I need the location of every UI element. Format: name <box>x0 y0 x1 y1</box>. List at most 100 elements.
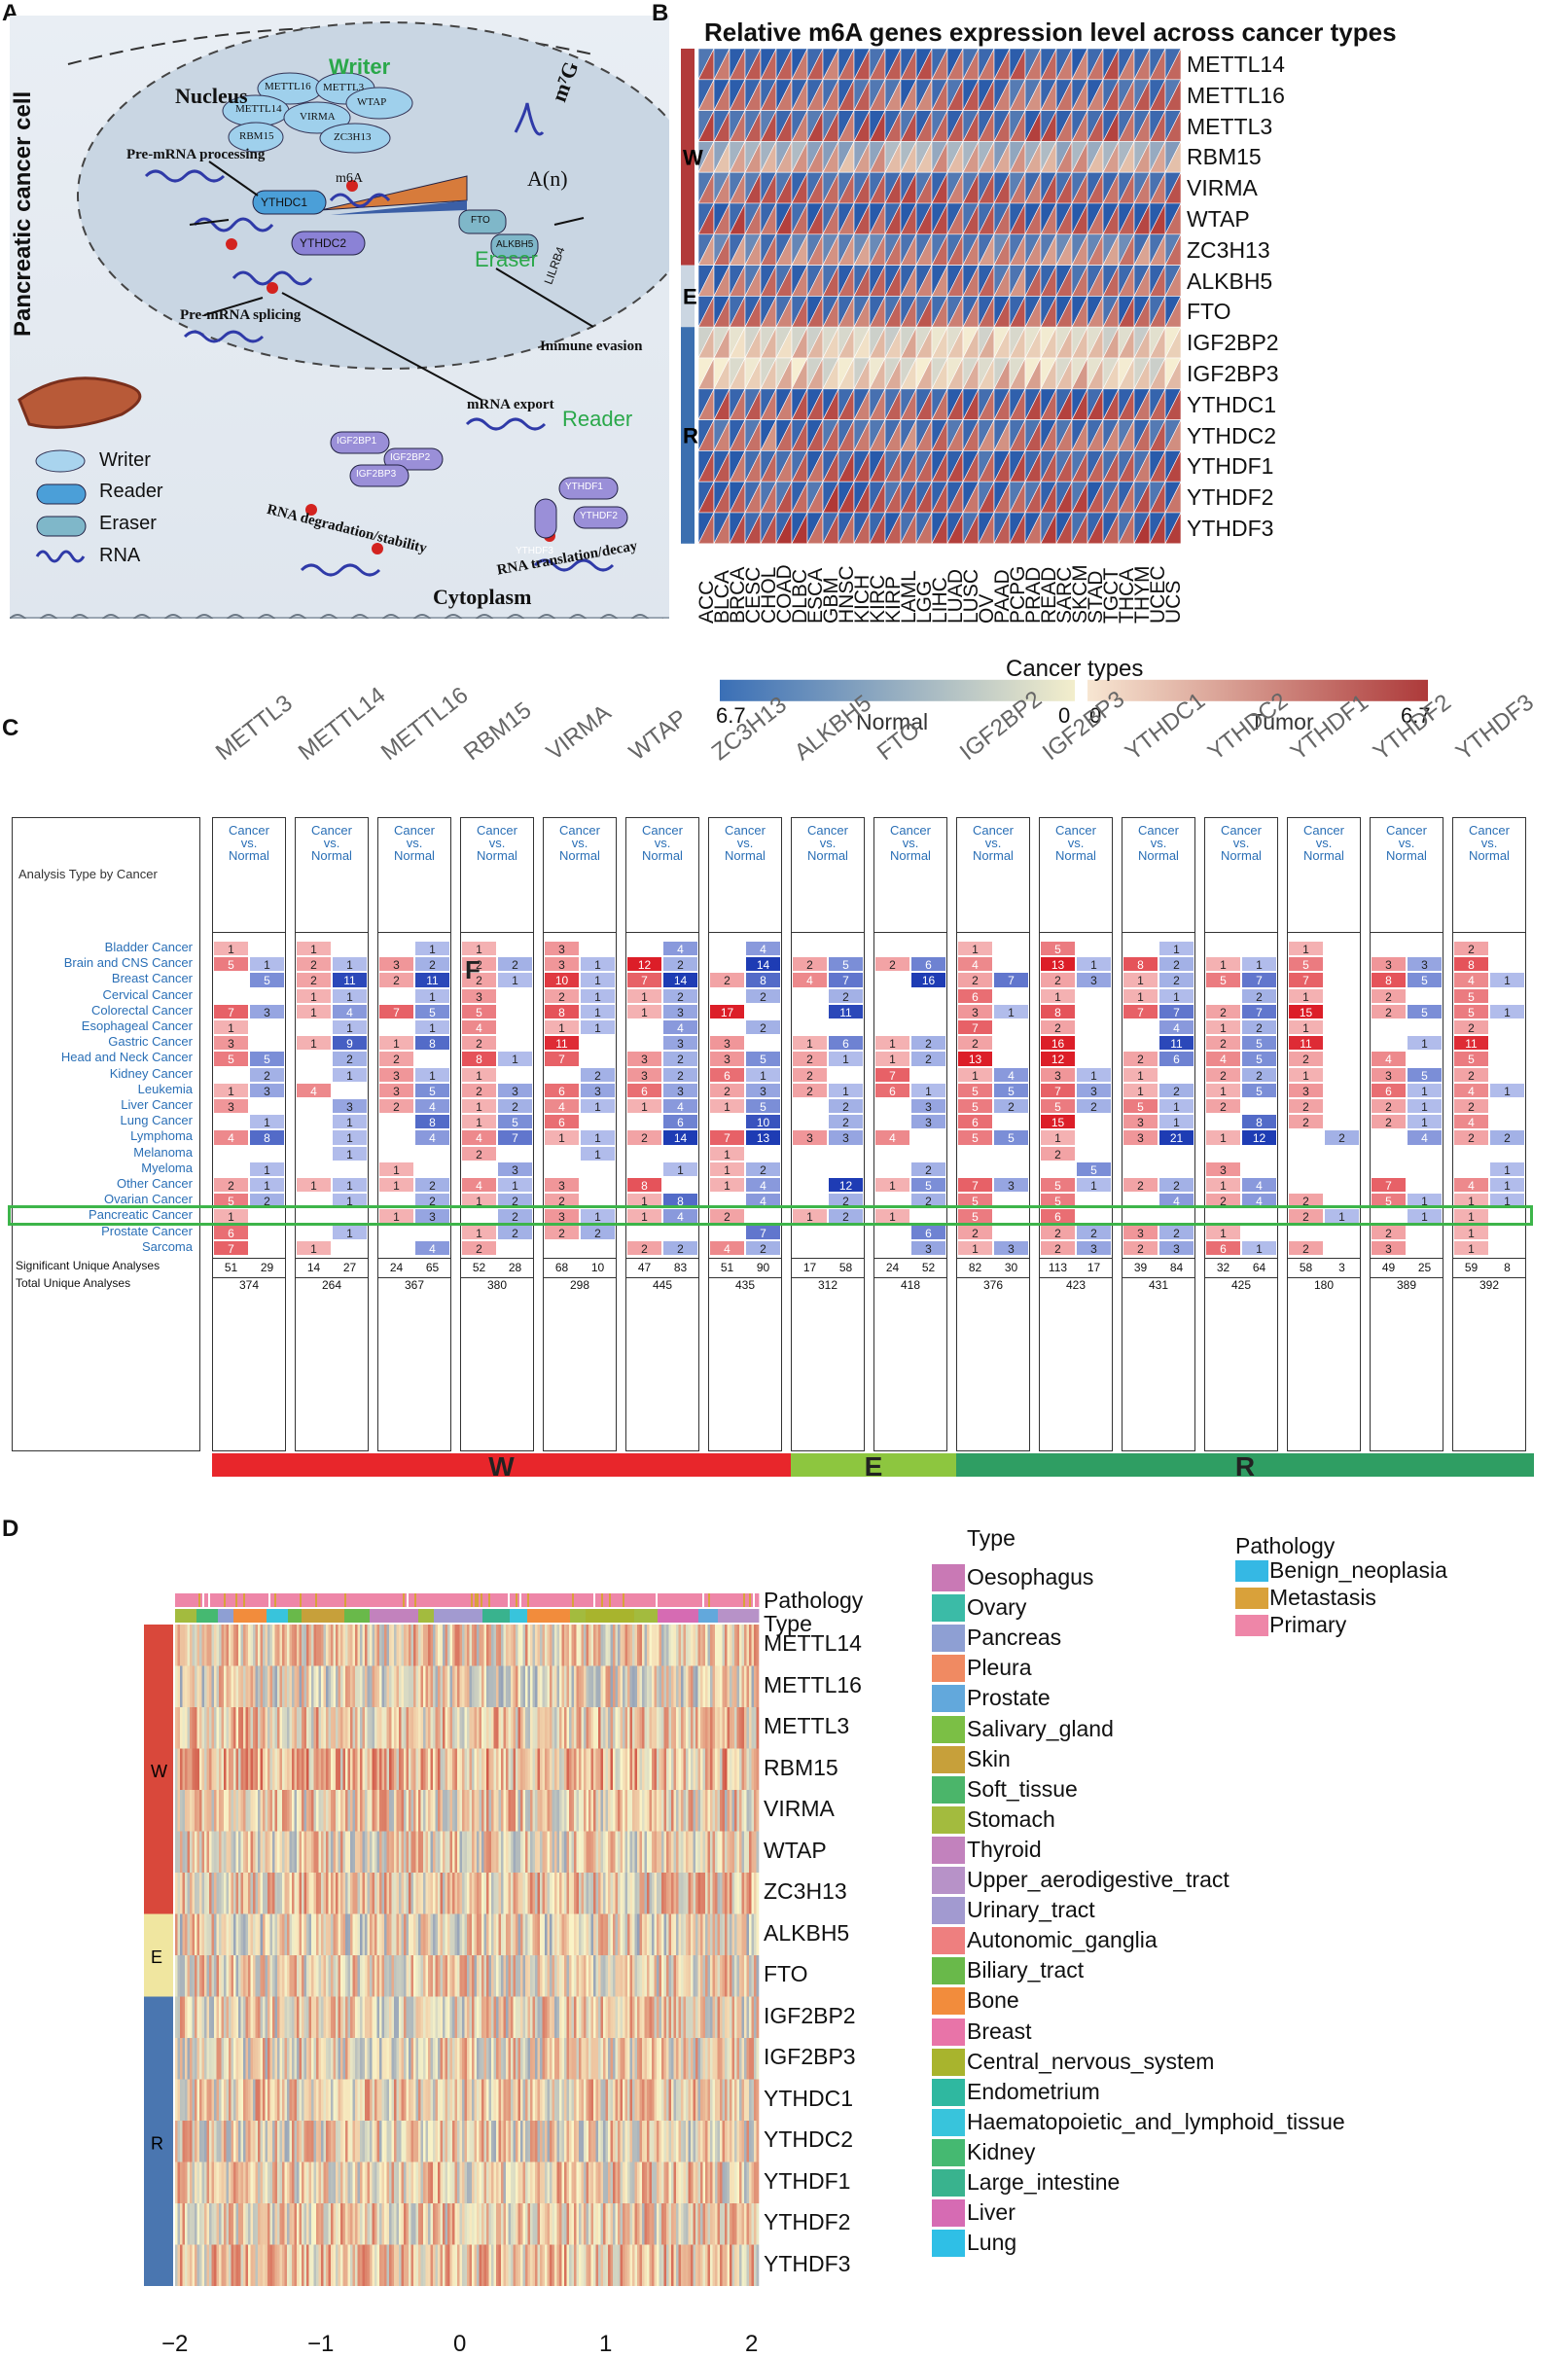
cell-overexpressed: 4 <box>1371 1051 1407 1066</box>
cell-overexpressed <box>874 1146 910 1161</box>
cell-underexpressed: 2 <box>497 1225 533 1240</box>
cell-overexpressed: 3 <box>626 1051 662 1066</box>
cell-underexpressed: 1 <box>580 988 616 1004</box>
cell-overexpressed <box>378 1114 414 1129</box>
cell-overexpressed <box>792 1225 828 1240</box>
total-analyses: 445 <box>626 1277 698 1292</box>
gene-label-d: YTHDF1 <box>764 2168 850 2195</box>
cell-overexpressed: 5 <box>213 956 249 972</box>
cell-overexpressed: 1 <box>709 1146 745 1161</box>
pathology-row-label: Pathology <box>764 1588 863 1614</box>
cell-underexpressed: 3 <box>1076 1083 1112 1098</box>
cell-overexpressed: 7 <box>1123 1004 1158 1019</box>
cell-underexpressed <box>1324 941 1360 956</box>
cell-underexpressed: 1 <box>332 1019 368 1035</box>
cell-overexpressed: 5 <box>1205 972 1241 987</box>
cell-overexpressed <box>213 1114 249 1129</box>
sig-over: 49 <box>1371 1261 1407 1274</box>
cell-underexpressed <box>1324 956 1360 972</box>
cell-underexpressed: 4 <box>332 1004 368 1019</box>
cytoplasm-label: Cytoplasm <box>433 585 531 610</box>
pancreas-icon <box>19 378 140 428</box>
cell-underexpressed: 1 <box>332 988 368 1004</box>
writer-protein-2: WTAP <box>357 96 386 108</box>
cell-overexpressed: 2 <box>1205 1004 1241 1019</box>
cell-underexpressed <box>1489 1225 1525 1240</box>
cell-underexpressed: 5 <box>910 1177 946 1193</box>
cell-underexpressed: 5 <box>1241 1051 1277 1066</box>
cell-overexpressed: 1 <box>296 1240 332 1256</box>
cell-underexpressed: 11 <box>414 972 450 987</box>
cell-overexpressed <box>957 1161 993 1177</box>
cell-overexpressed: 1 <box>213 1083 249 1098</box>
header-line: Normal <box>957 849 1029 862</box>
total-analyses: 376 <box>957 1277 1029 1292</box>
cell-overexpressed: 3 <box>709 1051 745 1066</box>
cell-overexpressed: 2 <box>461 1240 497 1256</box>
cell-underexpressed <box>1076 941 1112 956</box>
cell-underexpressed: 1 <box>1407 1114 1443 1129</box>
cell-overexpressed <box>957 1146 993 1161</box>
cell-underexpressed <box>993 1161 1029 1177</box>
heatmap-d-svg: WER <box>0 1518 778 2293</box>
cell-overexpressed: 1 <box>874 1035 910 1051</box>
cell-overexpressed <box>1205 1146 1241 1161</box>
cell-underexpressed: 1 <box>1407 1083 1443 1098</box>
cell-overexpressed: 2 <box>1453 941 1489 956</box>
cell-underexpressed: 1 <box>332 1146 368 1161</box>
type-legend-item: Central_nervous_system <box>967 2049 1214 2075</box>
cell-underexpressed: 5 <box>828 956 864 972</box>
cell-overexpressed <box>378 988 414 1004</box>
cell-underexpressed <box>1324 1114 1360 1129</box>
cell-underexpressed <box>1076 1051 1112 1066</box>
cell-overexpressed <box>874 1114 910 1129</box>
sig-over: 113 <box>1040 1261 1076 1274</box>
cell-overexpressed <box>1040 1161 1076 1177</box>
cell-overexpressed: 4 <box>296 1083 332 1098</box>
cell-overexpressed: 1 <box>296 1177 332 1193</box>
cell-underexpressed: 7 <box>828 972 864 987</box>
cell-underexpressed <box>1407 1177 1443 1193</box>
cell-underexpressed <box>249 1098 285 1114</box>
gene-label-d: YTHDC1 <box>764 2086 853 2112</box>
cell-underexpressed <box>1076 1004 1112 1019</box>
cell-underexpressed: 2 <box>414 956 450 972</box>
cell-underexpressed: 1 <box>497 972 533 987</box>
cell-underexpressed <box>1076 1019 1112 1035</box>
type-swatch <box>932 1867 965 1894</box>
cell-underexpressed: 8 <box>414 1114 450 1129</box>
cell-overexpressed: 5 <box>1040 1177 1076 1193</box>
gene-label-d: METTL14 <box>764 1630 862 1657</box>
cell-overexpressed <box>1371 1129 1407 1145</box>
cell-underexpressed <box>580 1051 616 1066</box>
pathology-swatch <box>1235 1560 1268 1582</box>
cell-overexpressed: 4 <box>461 1019 497 1035</box>
cell-underexpressed: 2 <box>1076 1098 1112 1114</box>
total-analyses: 264 <box>296 1277 368 1292</box>
type-swatch <box>932 2109 965 2136</box>
cell-underexpressed: 10 <box>745 1114 781 1129</box>
cell-underexpressed <box>249 988 285 1004</box>
cell-overexpressed <box>1453 1161 1489 1177</box>
cell-overexpressed: 1 <box>1205 1083 1241 1098</box>
type-swatch <box>932 2230 965 2257</box>
cell-overexpressed: 1 <box>1205 1177 1241 1193</box>
cell-underexpressed <box>1324 1067 1360 1083</box>
cell-overexpressed: 7 <box>1288 972 1324 987</box>
cell-underexpressed: 11 <box>332 972 368 987</box>
cell-overexpressed: 1 <box>461 1098 497 1114</box>
cell-overexpressed <box>1371 1161 1407 1177</box>
cell-overexpressed: 13 <box>957 1051 993 1066</box>
cell-overexpressed: 2 <box>544 1225 580 1240</box>
total-analyses: 389 <box>1371 1277 1443 1292</box>
cell-underexpressed: 1 <box>1489 1161 1525 1177</box>
